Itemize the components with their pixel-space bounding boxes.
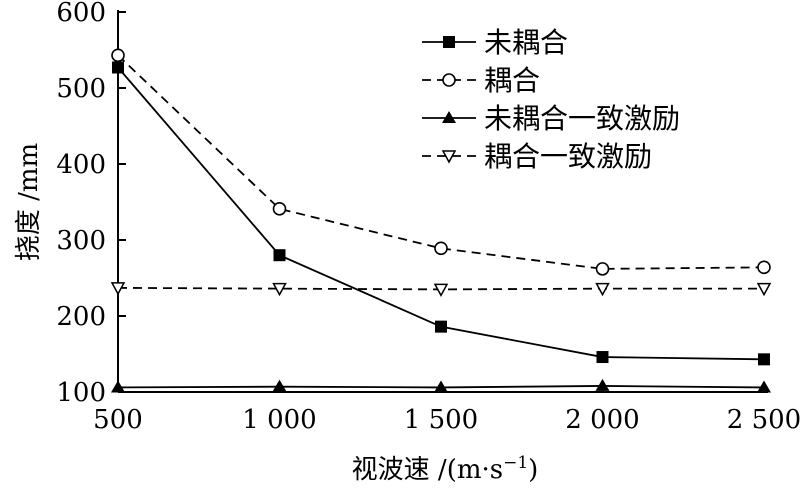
legend-item-3: 未耦合一致激励 — [422, 102, 680, 135]
x-tick-label: 1 500 — [404, 405, 478, 435]
data-point — [757, 260, 771, 275]
legend-label: 耦合 — [484, 64, 540, 97]
data-point — [595, 262, 610, 276]
data-point — [756, 282, 772, 297]
y-tick-label: 300 — [56, 226, 106, 256]
legend-marker — [443, 36, 455, 48]
y-tick-label: 200 — [56, 302, 106, 332]
axes: 100 200 300 400 500 600 500 1 000 1 500 2 000 2 5… — [56, 0, 801, 435]
legend-label: 耦合一致激励 — [484, 140, 652, 173]
data-point — [272, 379, 287, 392]
legend-label: 未耦合 — [484, 26, 568, 59]
data-point — [595, 282, 610, 297]
data-point — [596, 351, 609, 364]
data-point — [595, 378, 610, 391]
legend-item-4: 耦合一致激励 — [422, 140, 652, 173]
series-1 — [112, 61, 770, 366]
series-3 — [111, 378, 771, 393]
data-point — [110, 282, 126, 296]
series-4 — [110, 282, 772, 297]
y-tick-label: 500 — [56, 74, 106, 104]
series-line — [117, 54, 765, 270]
y-tick-label: 100 — [56, 378, 106, 408]
y-tick-label: 400 — [56, 150, 106, 180]
x-axis-title-main: 视波速 /(m·s — [352, 455, 503, 485]
data-point — [433, 283, 449, 297]
data-point — [111, 48, 125, 63]
y-axis-title: 挠度 /mm — [14, 143, 44, 261]
data-point — [758, 353, 770, 366]
series-layer — [110, 48, 772, 393]
x-axis-title-sup: −1 — [503, 453, 528, 473]
x-ticks: 500 1 000 1 500 2 000 2 500 — [93, 384, 801, 435]
x-axis-title-end: ) — [528, 455, 538, 485]
x-tick-label: 2 000 — [565, 405, 639, 435]
data-point — [435, 320, 447, 333]
legend-marker — [442, 73, 456, 87]
data-point — [112, 61, 124, 74]
legend-marker — [442, 111, 456, 123]
legend-item-2: 耦合 — [422, 64, 540, 97]
x-tick-label: 500 — [93, 405, 143, 435]
data-point — [273, 249, 286, 262]
data-point — [434, 380, 448, 393]
y-tick-label: 600 — [56, 0, 106, 28]
data-point — [111, 380, 125, 393]
data-point — [757, 380, 771, 393]
x-axis-title: 视波速 /(m·s−1) — [352, 453, 539, 485]
data-point — [434, 241, 448, 256]
x-tick-label: 1 000 — [242, 405, 316, 435]
legend-marker — [441, 150, 457, 164]
legend-label: 未耦合一致激励 — [484, 102, 680, 135]
data-point — [272, 282, 287, 297]
x-tick-label: 2 500 — [727, 405, 801, 435]
data-point — [272, 202, 287, 216]
y-ticks: 100 200 300 400 500 600 — [56, 0, 126, 408]
series-2 — [111, 48, 771, 276]
legend-item-1: 未耦合 — [422, 26, 568, 59]
